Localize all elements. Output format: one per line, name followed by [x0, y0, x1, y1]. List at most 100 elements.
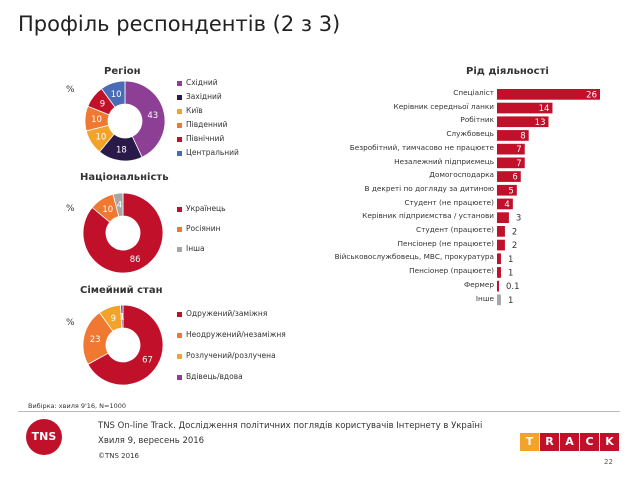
activity-value-label: 5	[508, 186, 513, 196]
family-chart-title: Сімейний стан	[80, 285, 163, 296]
region-legend-item: Центральний	[177, 148, 239, 157]
nationality-legend-label: Інша	[186, 244, 205, 253]
region-donut: 43 18 10 10 9 10	[84, 80, 166, 162]
tns-logo: TNS	[26, 419, 62, 455]
activity-bar	[497, 239, 505, 251]
activity-bar	[497, 116, 549, 128]
family-slice-4	[120, 304, 124, 329]
activity-value-label: 1	[508, 268, 513, 278]
region-legend-item: Південний	[177, 120, 228, 129]
family-slice-label-2: 23	[90, 335, 101, 345]
footer-divider	[18, 411, 620, 412]
activity-bar	[497, 171, 521, 182]
region-slice-label-1: 43	[147, 111, 158, 121]
family-slice-label-4: 1	[119, 313, 124, 323]
activity-bar	[497, 102, 553, 114]
activity-value-label: 4	[504, 200, 509, 210]
family-legend-item: Вдівець/вдова	[177, 372, 243, 381]
activity-value-label: 3	[516, 214, 521, 224]
nationality-legend-swatch	[177, 246, 182, 252]
nationality-legend-item: Інша	[177, 244, 205, 253]
activity-bar	[497, 212, 509, 223]
activity-category-label: Керівник середньої ланки	[393, 101, 494, 111]
family-legend-swatch	[177, 374, 182, 380]
activity-category-label: Студент (працюєте)	[416, 225, 494, 234]
nationality-slice-3	[112, 192, 124, 218]
family-legend-label: Вдівець/вдова	[186, 372, 243, 381]
region-legend-item: Київ	[177, 106, 203, 115]
activity-category-label: Студент (не працюєте)	[404, 197, 494, 207]
family-legend-swatch	[177, 353, 182, 359]
track-logo-letter: T	[520, 433, 539, 451]
region-slice-label-2: 18	[116, 145, 127, 155]
region-legend-label: Східний	[186, 78, 218, 87]
family-legend-swatch	[177, 332, 182, 338]
region-slice-6	[100, 80, 126, 108]
region-legend-item: Північний	[177, 134, 224, 143]
activity-bar	[497, 280, 499, 292]
activity-value-label: 13	[535, 118, 546, 128]
activity-category-label: Пенсіонер (працюєте)	[409, 266, 494, 276]
activity-value-label: 1	[508, 296, 513, 306]
region-legend-swatch	[177, 108, 182, 114]
footer-study-title: TNS On-line Track. Дослідження політични…	[98, 421, 483, 431]
activity-bar	[497, 267, 501, 278]
nationality-slice-label-1: 86	[130, 255, 141, 265]
track-logo-letter: K	[600, 433, 619, 451]
region-slice-label-6: 10	[111, 90, 122, 100]
region-legend-label: Західний	[186, 92, 222, 101]
footer-copyright: ©TNS 2016	[98, 452, 139, 460]
region-legend-label: Центральний	[186, 148, 239, 157]
family-legend-swatch	[177, 311, 182, 317]
region-legend-label: Київ	[186, 106, 203, 115]
activity-value-label: 2	[512, 227, 517, 237]
region-legend-label: Південний	[186, 120, 228, 129]
track-logo-letter: R	[540, 433, 559, 451]
family-donut: 67 23 9 1	[82, 304, 164, 386]
activity-value-label: 8	[520, 131, 525, 141]
activity-labels: Спеціаліст Керівник середньої ланки Робітн…	[300, 87, 494, 307]
family-slice-1	[87, 304, 164, 386]
region-legend-item: Західний	[177, 92, 222, 101]
region-slice-label-4: 10	[91, 115, 102, 125]
activity-value-label: 7	[516, 145, 521, 155]
activity-category-label: В декреті по догляду за дитиною	[364, 183, 494, 193]
activity-value-label: 7	[516, 159, 521, 169]
activity-value-label: 1	[508, 255, 513, 265]
page-number: 22	[604, 458, 613, 466]
family-legend: Одружений/заміжня Неодружений/незаміжня Ро…	[177, 309, 317, 399]
nationality-donut: 86 10 4	[82, 192, 164, 274]
activity-category-label: Безробітний, тимчасово не працюєте	[349, 142, 494, 152]
region-legend-item: Східний	[177, 78, 218, 87]
family-legend-item: Розлучений/розлучена	[177, 351, 276, 360]
activity-value-label: 0.1	[506, 282, 520, 292]
family-legend-item: Неодружений/незаміжня	[177, 330, 286, 339]
activity-category-label: Службовець	[446, 129, 494, 139]
activity-value-label: 6	[512, 173, 517, 183]
family-legend-item: Одружений/заміжня	[177, 309, 267, 318]
activity-bar	[497, 198, 513, 210]
region-slice-label-5: 9	[100, 100, 105, 110]
footer-wave: Хвиля 9, вересень 2016	[98, 436, 205, 446]
activity-value-label: 2	[512, 241, 517, 251]
nationality-legend-swatch	[177, 226, 182, 232]
activity-bar	[497, 253, 501, 265]
activity-category-label: Військовослужбовець, МВС, прокуратура	[334, 252, 494, 262]
activity-chart-title: Рід діяльності	[466, 66, 549, 77]
nationality-legend-item: Росіянин	[177, 224, 221, 233]
region-percent-label: %	[66, 85, 75, 95]
activity-value-label: 14	[539, 104, 550, 114]
region-legend-swatch	[177, 80, 182, 86]
activity-category-label: Домогосподарка	[429, 170, 494, 180]
region-slice-1	[124, 80, 166, 158]
nationality-slice-label-3: 4	[117, 201, 122, 211]
region-legend-swatch	[177, 150, 182, 156]
activity-category-label: Незалежний підприємець	[394, 156, 494, 166]
activity-category-label: Спеціаліст	[453, 88, 494, 97]
nationality-legend-item: Українець	[177, 204, 226, 213]
activity-category-label: Фермер	[463, 279, 494, 289]
activity-bar	[497, 143, 525, 155]
nationality-legend-swatch	[177, 206, 182, 212]
